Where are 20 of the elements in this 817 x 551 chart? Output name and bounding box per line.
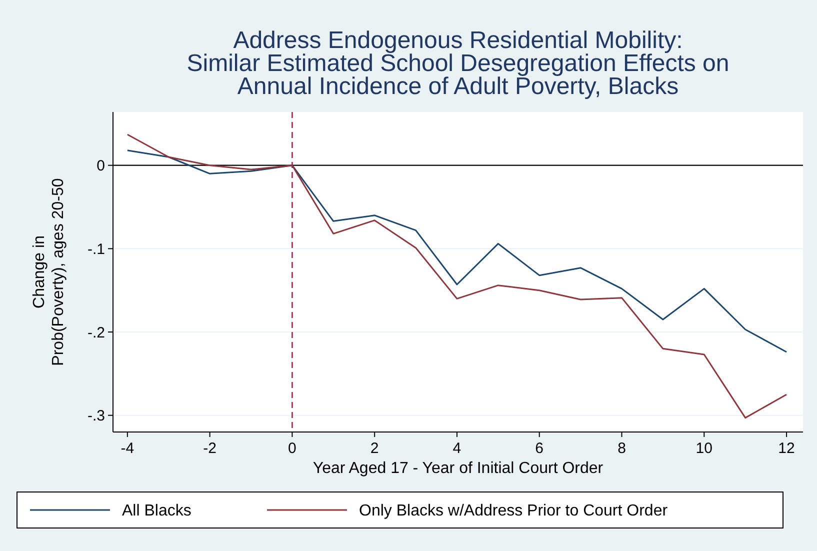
y-tick-label: 0 (96, 158, 105, 175)
chart-title: Address Endogenous Residential Mobility: Similar Estimated School Desegregation Effects on Annual Incidence of Adult Poverty, Blacks (186, 27, 730, 100)
x-tick-label: -4 (120, 440, 134, 457)
y-tick-label: -.1 (87, 240, 105, 258)
x-tick-label: -2 (203, 440, 216, 457)
legend-label: Only Blacks w/Address Prior to Court Order (359, 502, 668, 520)
y-tick-label: -.2 (87, 324, 105, 342)
line-series (126, 150, 788, 353)
y-axis-title: Change in Prob(Poverty), ages 20-50 (31, 178, 67, 366)
x-axis-title: Year Aged 17 - Year of Initial Court Order (312, 460, 604, 477)
x-tick-label: 10 (696, 440, 712, 457)
legend-label: All Blacks (122, 502, 192, 520)
x-tick-label: 6 (535, 440, 544, 457)
line-series (126, 134, 788, 419)
x-tick-label: 12 (778, 440, 795, 457)
x-tick-label: 8 (618, 440, 626, 457)
x-tick-label: 2 (370, 440, 379, 457)
y-tick-label: -.3 (87, 408, 105, 425)
x-tick-label: 0 (288, 440, 296, 457)
x-tick-label: 4 (452, 440, 462, 457)
